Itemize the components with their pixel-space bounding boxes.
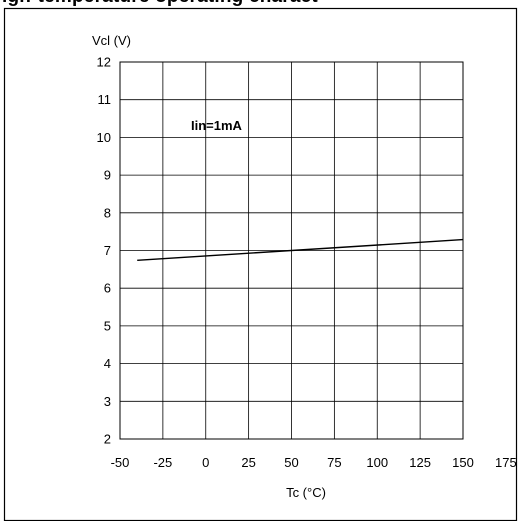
x-tick-label: 125 [409,455,431,470]
x-tick-label: 150 [452,455,474,470]
y-tick-label: 12 [97,55,111,70]
y-tick-label: 7 [104,243,111,258]
x-tick-labels: -50 -25 0 25 50 75 100 125 150 175 [111,455,517,470]
series-line [137,238,464,261]
x-tick-label: 100 [366,455,388,470]
series-lines [137,238,464,261]
y-tick-label: 10 [97,130,111,145]
y-tick-label: 3 [104,394,111,409]
x-axis-label: Tc (°C) [286,485,326,500]
y-tick-label: 8 [104,205,111,220]
x-tick-label: -50 [111,455,130,470]
y-axis-label: Vcl (V) [92,33,131,48]
x-tick-label: 0 [202,455,209,470]
x-tick-label: 175 [495,455,517,470]
x-tick-label: 50 [284,455,298,470]
y-tick-label: 6 [104,281,111,296]
y-tick-label: 5 [104,318,111,333]
x-tick-label: 25 [241,455,255,470]
x-tick-label: 75 [327,455,341,470]
figure-title-cropped: igh-temperature operating charact [0,0,520,8]
y-tick-label: 11 [98,92,112,107]
condition-annotation: Iin=1mA [191,118,243,133]
y-tick-label: 2 [104,432,111,447]
outer-frame [3,7,518,522]
y-tick-label: 4 [104,356,111,371]
plot-frame [119,61,464,440]
y-tick-label: 9 [104,168,111,183]
y-tick-labels: 2 3 4 5 6 7 8 9 10 11 12 [97,55,111,447]
x-tick-label: -25 [153,455,172,470]
